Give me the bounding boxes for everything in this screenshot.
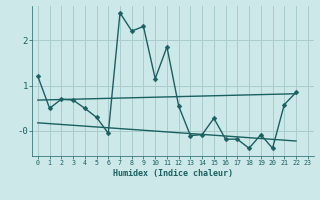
X-axis label: Humidex (Indice chaleur): Humidex (Indice chaleur) bbox=[113, 169, 233, 178]
